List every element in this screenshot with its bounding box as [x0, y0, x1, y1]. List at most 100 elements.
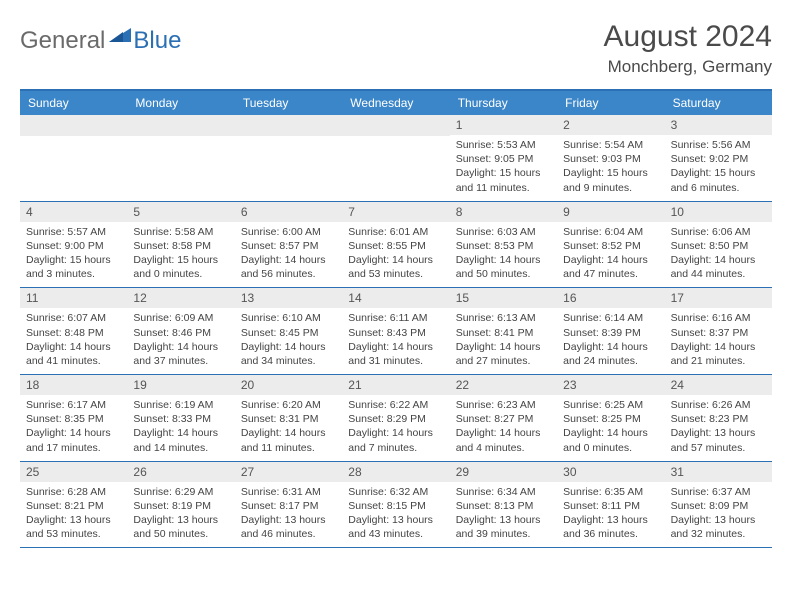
logo: General Blue — [20, 20, 181, 55]
day-number: 11 — [20, 288, 127, 308]
empty-day-header — [127, 115, 234, 136]
day-cell: 28Sunrise: 6:32 AMSunset: 8:15 PMDayligh… — [342, 462, 449, 548]
header: General Blue August 2024 Monchberg, Germ… — [20, 20, 772, 77]
day-number: 29 — [450, 462, 557, 482]
day-number: 28 — [342, 462, 449, 482]
day-info: Sunrise: 6:25 AMSunset: 8:25 PMDaylight:… — [557, 395, 664, 461]
day-cell: 24Sunrise: 6:26 AMSunset: 8:23 PMDayligh… — [665, 375, 772, 461]
day-number: 6 — [235, 202, 342, 222]
weekday-header: Monday — [127, 91, 234, 115]
day-cell: 2Sunrise: 5:54 AMSunset: 9:03 PMDaylight… — [557, 115, 664, 201]
empty-day-header — [235, 115, 342, 136]
weekday-header-row: SundayMondayTuesdayWednesdayThursdayFrid… — [20, 91, 772, 115]
logo-text-general: General — [20, 27, 105, 55]
day-cell: 29Sunrise: 6:34 AMSunset: 8:13 PMDayligh… — [450, 462, 557, 548]
day-info: Sunrise: 6:29 AMSunset: 8:19 PMDaylight:… — [127, 482, 234, 548]
day-cell: 23Sunrise: 6:25 AMSunset: 8:25 PMDayligh… — [557, 375, 664, 461]
day-cell: 18Sunrise: 6:17 AMSunset: 8:35 PMDayligh… — [20, 375, 127, 461]
day-cell — [20, 115, 127, 201]
calendar: SundayMondayTuesdayWednesdayThursdayFrid… — [20, 89, 772, 548]
weekday-header: Friday — [557, 91, 664, 115]
day-info: Sunrise: 6:07 AMSunset: 8:48 PMDaylight:… — [20, 308, 127, 374]
weekday-header: Saturday — [665, 91, 772, 115]
day-cell: 8Sunrise: 6:03 AMSunset: 8:53 PMDaylight… — [450, 202, 557, 288]
day-info: Sunrise: 6:34 AMSunset: 8:13 PMDaylight:… — [450, 482, 557, 548]
day-info: Sunrise: 6:16 AMSunset: 8:37 PMDaylight:… — [665, 308, 772, 374]
day-info: Sunrise: 6:10 AMSunset: 8:45 PMDaylight:… — [235, 308, 342, 374]
day-number: 13 — [235, 288, 342, 308]
day-info: Sunrise: 6:13 AMSunset: 8:41 PMDaylight:… — [450, 308, 557, 374]
week-row: 18Sunrise: 6:17 AMSunset: 8:35 PMDayligh… — [20, 375, 772, 462]
day-cell — [127, 115, 234, 201]
weekday-header: Thursday — [450, 91, 557, 115]
day-cell — [342, 115, 449, 201]
day-cell: 22Sunrise: 6:23 AMSunset: 8:27 PMDayligh… — [450, 375, 557, 461]
day-info: Sunrise: 5:57 AMSunset: 9:00 PMDaylight:… — [20, 222, 127, 288]
day-number: 8 — [450, 202, 557, 222]
day-info: Sunrise: 6:22 AMSunset: 8:29 PMDaylight:… — [342, 395, 449, 461]
weekday-header: Tuesday — [235, 91, 342, 115]
day-cell: 30Sunrise: 6:35 AMSunset: 8:11 PMDayligh… — [557, 462, 664, 548]
day-info: Sunrise: 6:20 AMSunset: 8:31 PMDaylight:… — [235, 395, 342, 461]
day-number: 31 — [665, 462, 772, 482]
empty-day-header — [342, 115, 449, 136]
day-number: 3 — [665, 115, 772, 135]
day-cell: 12Sunrise: 6:09 AMSunset: 8:46 PMDayligh… — [127, 288, 234, 374]
weekday-header: Sunday — [20, 91, 127, 115]
day-info: Sunrise: 6:23 AMSunset: 8:27 PMDaylight:… — [450, 395, 557, 461]
day-number: 4 — [20, 202, 127, 222]
day-number: 21 — [342, 375, 449, 395]
day-cell: 9Sunrise: 6:04 AMSunset: 8:52 PMDaylight… — [557, 202, 664, 288]
day-cell: 25Sunrise: 6:28 AMSunset: 8:21 PMDayligh… — [20, 462, 127, 548]
day-number: 23 — [557, 375, 664, 395]
day-cell — [235, 115, 342, 201]
day-number: 20 — [235, 375, 342, 395]
day-cell: 14Sunrise: 6:11 AMSunset: 8:43 PMDayligh… — [342, 288, 449, 374]
week-row: 4Sunrise: 5:57 AMSunset: 9:00 PMDaylight… — [20, 202, 772, 289]
day-info: Sunrise: 6:04 AMSunset: 8:52 PMDaylight:… — [557, 222, 664, 288]
day-cell: 7Sunrise: 6:01 AMSunset: 8:55 PMDaylight… — [342, 202, 449, 288]
day-number: 19 — [127, 375, 234, 395]
weekday-header: Wednesday — [342, 91, 449, 115]
title-month: August 2024 — [604, 20, 772, 53]
day-info: Sunrise: 5:58 AMSunset: 8:58 PMDaylight:… — [127, 222, 234, 288]
day-cell: 19Sunrise: 6:19 AMSunset: 8:33 PMDayligh… — [127, 375, 234, 461]
day-number: 5 — [127, 202, 234, 222]
calendar-body: 1Sunrise: 5:53 AMSunset: 9:05 PMDaylight… — [20, 115, 772, 548]
week-row: 1Sunrise: 5:53 AMSunset: 9:05 PMDaylight… — [20, 115, 772, 202]
day-cell: 21Sunrise: 6:22 AMSunset: 8:29 PMDayligh… — [342, 375, 449, 461]
day-info: Sunrise: 6:19 AMSunset: 8:33 PMDaylight:… — [127, 395, 234, 461]
day-info: Sunrise: 6:09 AMSunset: 8:46 PMDaylight:… — [127, 308, 234, 374]
day-cell: 31Sunrise: 6:37 AMSunset: 8:09 PMDayligh… — [665, 462, 772, 548]
day-cell: 13Sunrise: 6:10 AMSunset: 8:45 PMDayligh… — [235, 288, 342, 374]
day-info: Sunrise: 6:11 AMSunset: 8:43 PMDaylight:… — [342, 308, 449, 374]
day-cell: 4Sunrise: 5:57 AMSunset: 9:00 PMDaylight… — [20, 202, 127, 288]
week-row: 11Sunrise: 6:07 AMSunset: 8:48 PMDayligh… — [20, 288, 772, 375]
day-cell: 16Sunrise: 6:14 AMSunset: 8:39 PMDayligh… — [557, 288, 664, 374]
day-number: 25 — [20, 462, 127, 482]
logo-text-blue: Blue — [133, 27, 181, 55]
day-cell: 5Sunrise: 5:58 AMSunset: 8:58 PMDaylight… — [127, 202, 234, 288]
title-location: Monchberg, Germany — [604, 57, 772, 77]
week-row: 25Sunrise: 6:28 AMSunset: 8:21 PMDayligh… — [20, 462, 772, 549]
logo-triangle-icon — [109, 26, 131, 45]
day-number: 7 — [342, 202, 449, 222]
day-number: 9 — [557, 202, 664, 222]
day-number: 18 — [20, 375, 127, 395]
day-info: Sunrise: 5:53 AMSunset: 9:05 PMDaylight:… — [450, 135, 557, 201]
day-number: 16 — [557, 288, 664, 308]
day-cell: 26Sunrise: 6:29 AMSunset: 8:19 PMDayligh… — [127, 462, 234, 548]
day-cell: 15Sunrise: 6:13 AMSunset: 8:41 PMDayligh… — [450, 288, 557, 374]
day-number: 22 — [450, 375, 557, 395]
day-cell: 20Sunrise: 6:20 AMSunset: 8:31 PMDayligh… — [235, 375, 342, 461]
day-number: 27 — [235, 462, 342, 482]
day-number: 26 — [127, 462, 234, 482]
day-cell: 27Sunrise: 6:31 AMSunset: 8:17 PMDayligh… — [235, 462, 342, 548]
day-cell: 1Sunrise: 5:53 AMSunset: 9:05 PMDaylight… — [450, 115, 557, 201]
day-info: Sunrise: 6:17 AMSunset: 8:35 PMDaylight:… — [20, 395, 127, 461]
day-cell: 6Sunrise: 6:00 AMSunset: 8:57 PMDaylight… — [235, 202, 342, 288]
empty-day-header — [20, 115, 127, 136]
day-info: Sunrise: 5:54 AMSunset: 9:03 PMDaylight:… — [557, 135, 664, 201]
day-info: Sunrise: 6:32 AMSunset: 8:15 PMDaylight:… — [342, 482, 449, 548]
day-info: Sunrise: 6:31 AMSunset: 8:17 PMDaylight:… — [235, 482, 342, 548]
